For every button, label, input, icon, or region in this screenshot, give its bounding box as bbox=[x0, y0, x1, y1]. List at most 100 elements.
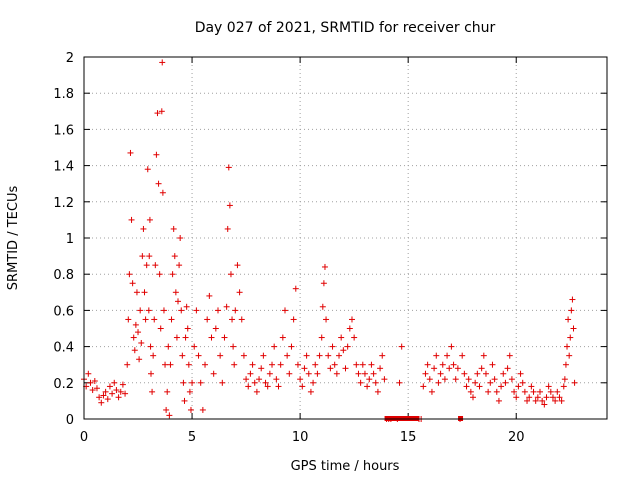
data-point bbox=[206, 292, 213, 299]
data-point bbox=[180, 379, 187, 386]
data-point bbox=[184, 325, 191, 332]
data-point bbox=[234, 262, 241, 269]
data-point bbox=[467, 388, 474, 395]
data-point bbox=[273, 376, 280, 383]
data-point bbox=[288, 343, 295, 350]
data-point bbox=[256, 376, 263, 383]
data-point bbox=[485, 388, 492, 395]
data-point bbox=[154, 110, 161, 117]
data-point bbox=[450, 361, 457, 368]
data-point bbox=[353, 361, 360, 368]
data-point bbox=[157, 325, 164, 332]
data-point bbox=[305, 370, 312, 377]
data-point bbox=[342, 365, 349, 372]
data-point bbox=[319, 303, 326, 310]
chart-title: Day 027 of 2021, SRMTID for receiver chu… bbox=[195, 20, 496, 36]
data-point bbox=[329, 343, 336, 350]
data-point bbox=[208, 334, 215, 341]
axis-ticks: 00.20.40.60.811.21.41.61.820 5 10 15 20 bbox=[53, 51, 607, 445]
data-point bbox=[333, 370, 340, 377]
data-point bbox=[139, 253, 146, 260]
data-point bbox=[127, 149, 134, 156]
y-tick-label: 2 bbox=[66, 51, 74, 66]
data-point bbox=[571, 379, 578, 386]
data-point bbox=[377, 365, 384, 372]
x-tick-label: 0 bbox=[80, 430, 88, 445]
data-point bbox=[224, 225, 231, 232]
y-tick-label: 0.4 bbox=[53, 341, 74, 356]
data-point bbox=[547, 388, 554, 395]
data-point bbox=[168, 316, 175, 323]
y-tick-label: 0 bbox=[66, 413, 74, 428]
data-point bbox=[299, 383, 306, 390]
data-point bbox=[182, 334, 189, 341]
data-point bbox=[558, 397, 565, 404]
data-point bbox=[249, 361, 256, 368]
data-point bbox=[113, 387, 120, 394]
data-point bbox=[508, 376, 515, 383]
data-point bbox=[87, 379, 94, 386]
data-point bbox=[344, 343, 351, 350]
data-point bbox=[170, 225, 177, 232]
data-point bbox=[132, 321, 139, 328]
data-point bbox=[143, 262, 150, 269]
data-point bbox=[117, 388, 124, 395]
data-point bbox=[129, 280, 136, 287]
data-point bbox=[149, 388, 156, 395]
x-tick-label: 10 bbox=[292, 430, 309, 445]
data-point bbox=[217, 352, 224, 359]
data-point bbox=[560, 383, 567, 390]
data-point bbox=[167, 361, 174, 368]
data-point bbox=[245, 383, 252, 390]
data-point bbox=[119, 381, 126, 388]
data-point bbox=[338, 334, 345, 341]
y-tick-label: 1.2 bbox=[53, 196, 74, 211]
data-point bbox=[528, 383, 535, 390]
data-point bbox=[109, 390, 116, 397]
data-point bbox=[537, 388, 544, 395]
data-point bbox=[493, 388, 500, 395]
data-point bbox=[152, 262, 159, 269]
data-point bbox=[374, 388, 381, 395]
data-point bbox=[461, 370, 468, 377]
data-point bbox=[136, 356, 143, 363]
data-point bbox=[197, 379, 204, 386]
data-point bbox=[515, 383, 522, 390]
data-point bbox=[398, 343, 405, 350]
data-point bbox=[565, 316, 572, 323]
data-point bbox=[128, 216, 135, 223]
data-point bbox=[357, 379, 364, 386]
x-tick-label: 5 bbox=[188, 430, 196, 445]
data-point bbox=[115, 394, 122, 401]
data-point bbox=[454, 365, 461, 372]
data-point bbox=[463, 383, 470, 390]
data-point bbox=[126, 271, 133, 278]
data-point bbox=[166, 412, 173, 419]
data-point bbox=[171, 253, 178, 260]
data-point bbox=[131, 347, 138, 354]
data-point bbox=[543, 394, 550, 401]
data-point bbox=[292, 285, 299, 292]
data-point bbox=[271, 343, 278, 350]
data-point bbox=[323, 316, 330, 323]
data-point bbox=[340, 347, 347, 354]
data-point bbox=[502, 379, 509, 386]
data-point bbox=[269, 361, 276, 368]
data-point bbox=[160, 307, 167, 314]
data-point bbox=[359, 361, 366, 368]
data-point bbox=[568, 307, 575, 314]
data-point bbox=[229, 316, 236, 323]
data-point bbox=[470, 394, 477, 401]
data-point bbox=[236, 289, 243, 296]
data-point bbox=[474, 370, 481, 377]
data-point bbox=[567, 334, 574, 341]
data-point bbox=[159, 189, 166, 196]
data-point bbox=[156, 271, 163, 278]
data-point bbox=[446, 365, 453, 372]
data-point bbox=[96, 394, 103, 401]
y-tick-label: 0.6 bbox=[53, 304, 74, 319]
data-point bbox=[202, 361, 209, 368]
data-point bbox=[570, 325, 577, 332]
y-axis-label: SRMTID / TECUs bbox=[6, 186, 21, 291]
